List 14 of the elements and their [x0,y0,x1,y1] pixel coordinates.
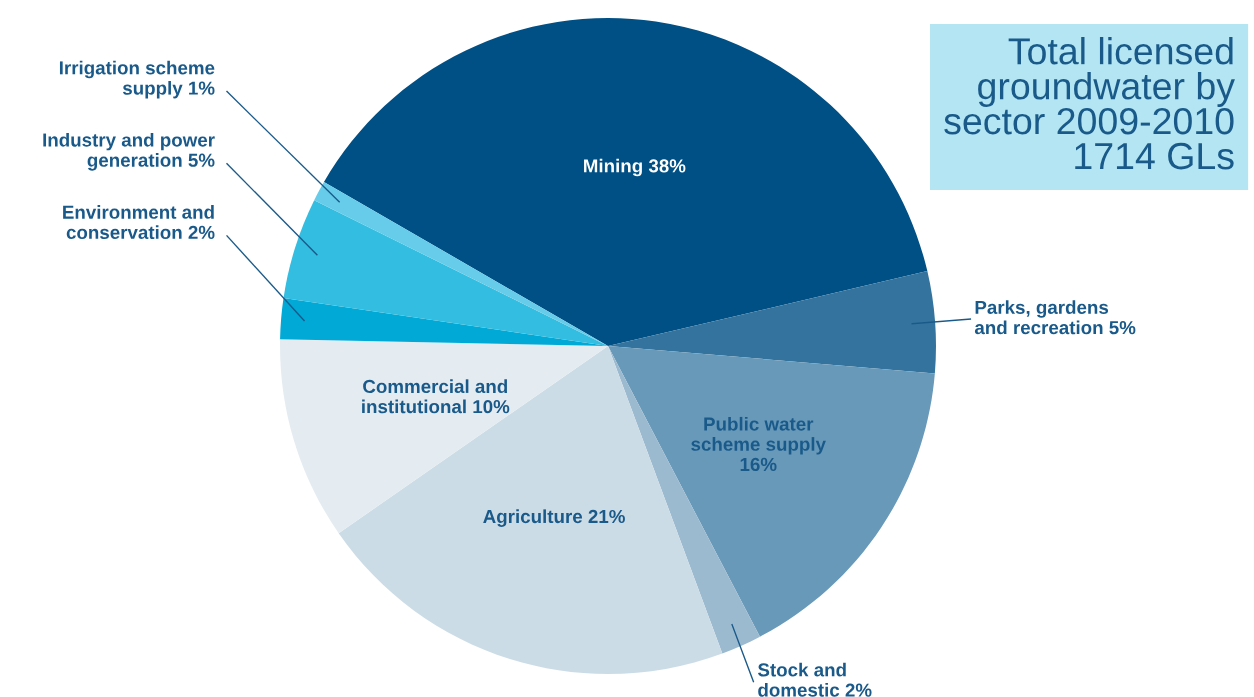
slice-label: Parks, gardens and recreation 5% [974,300,1136,335]
slice-label: Public water scheme supply 16% [691,416,826,472]
slice-label: Environment and conservation 2% [63,205,215,240]
pie-slice [323,18,928,346]
pie-slice [608,271,936,374]
pie-slice [280,298,608,346]
slice-label: Mining 38% [584,158,686,177]
slice-label: Irrigation scheme supply 1% [59,60,215,99]
text: Total licensed groundwater by sector 2009-2010 1714 GLs [944,37,1235,170]
slice-label: Industry and power generation 5% [43,132,215,171]
pie-slice [283,200,608,346]
slice-label: Agriculture 21% [483,509,625,527]
slice-label: Stock and domestic 2% [757,662,872,697]
slice-label: Commercial and institutional 10% [362,379,510,414]
